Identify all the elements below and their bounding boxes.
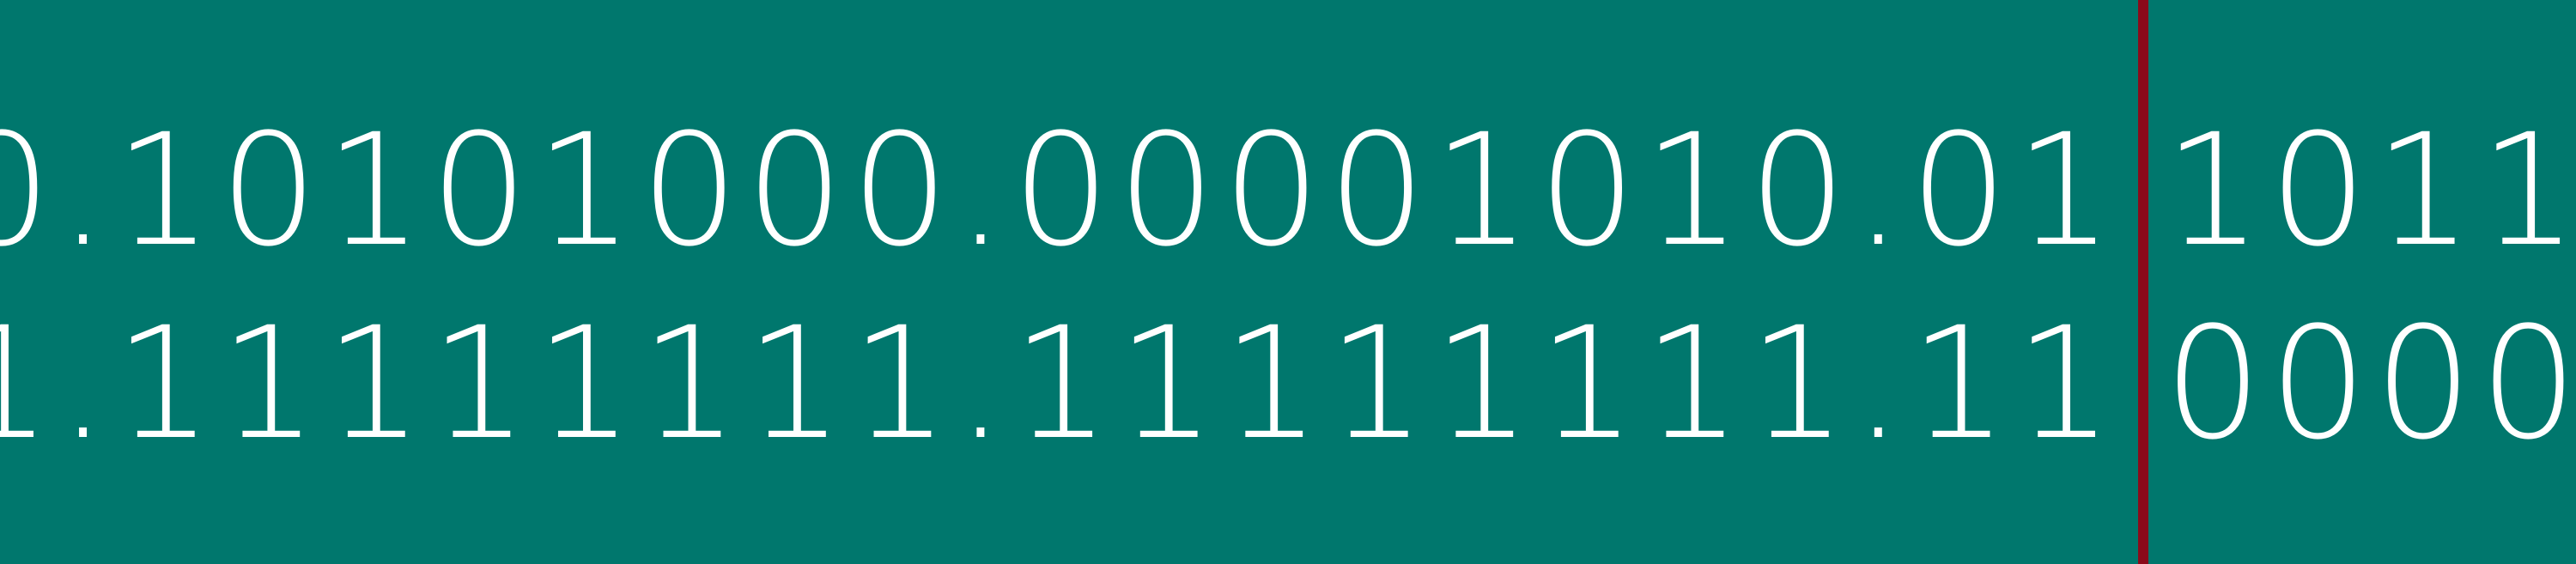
address-network-bits: 0000.10101000.00001010.01 <box>0 101 2120 281</box>
network-host-divider <box>2138 0 2148 564</box>
mask-network-bits: 1111.11111111.11111111.11 <box>0 294 2120 474</box>
mask-host-bits: 000000 <box>2164 294 2576 474</box>
